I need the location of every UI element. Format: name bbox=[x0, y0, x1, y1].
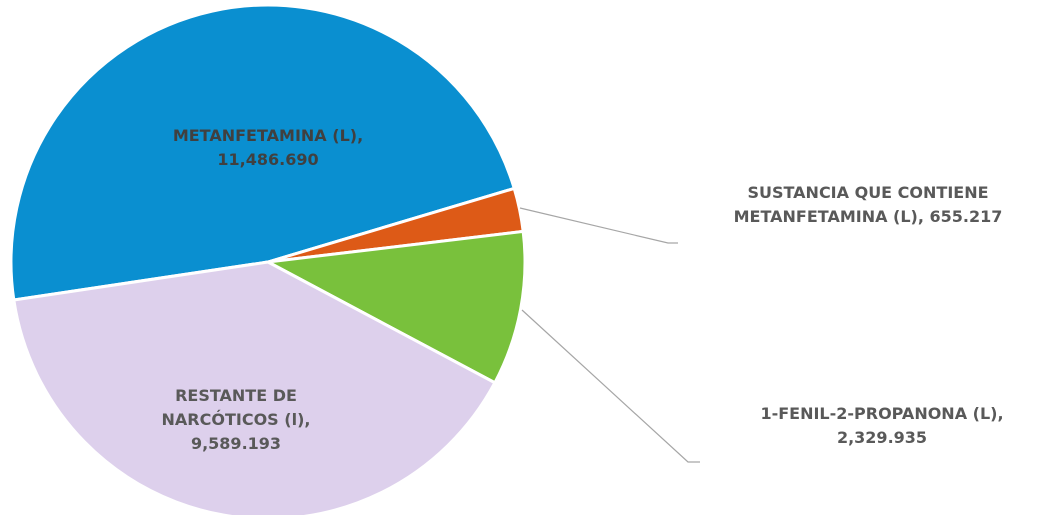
label-category: 1-FENIL-2-PROPANONA (L), bbox=[760, 404, 1004, 423]
pie bbox=[9, 3, 527, 515]
leader-line bbox=[521, 309, 700, 463]
leader-line bbox=[519, 207, 678, 244]
label-value: 9,589.193 bbox=[190, 434, 282, 453]
pie-slice bbox=[12, 260, 497, 515]
pie-slice bbox=[263, 229, 527, 385]
label-value: 2,329.935 bbox=[836, 428, 928, 447]
data-label: METANFETAMINA (L), 11,486.690 bbox=[138, 124, 398, 172]
label-category: RESTANTE DE NARCÓTICOS (l), bbox=[161, 386, 311, 429]
label-value: 11,486.690 bbox=[217, 150, 319, 169]
pie-slice bbox=[9, 3, 517, 302]
label-value: 655.217 bbox=[929, 207, 1003, 226]
data-label: RESTANTE DE NARCÓTICOS (l), 9,589.193 bbox=[141, 384, 331, 456]
label-category: METANFETAMINA (L), bbox=[172, 126, 364, 145]
data-label: SUSTANCIA QUE CONTIENE METANFETAMINA (L)… bbox=[703, 181, 1033, 229]
label-category: SUSTANCIA QUE CONTIENE METANFETAMINA (L)… bbox=[733, 183, 989, 226]
data-label: 1-FENIL-2-PROPANONA (L), 2,329.935 bbox=[717, 402, 1047, 450]
